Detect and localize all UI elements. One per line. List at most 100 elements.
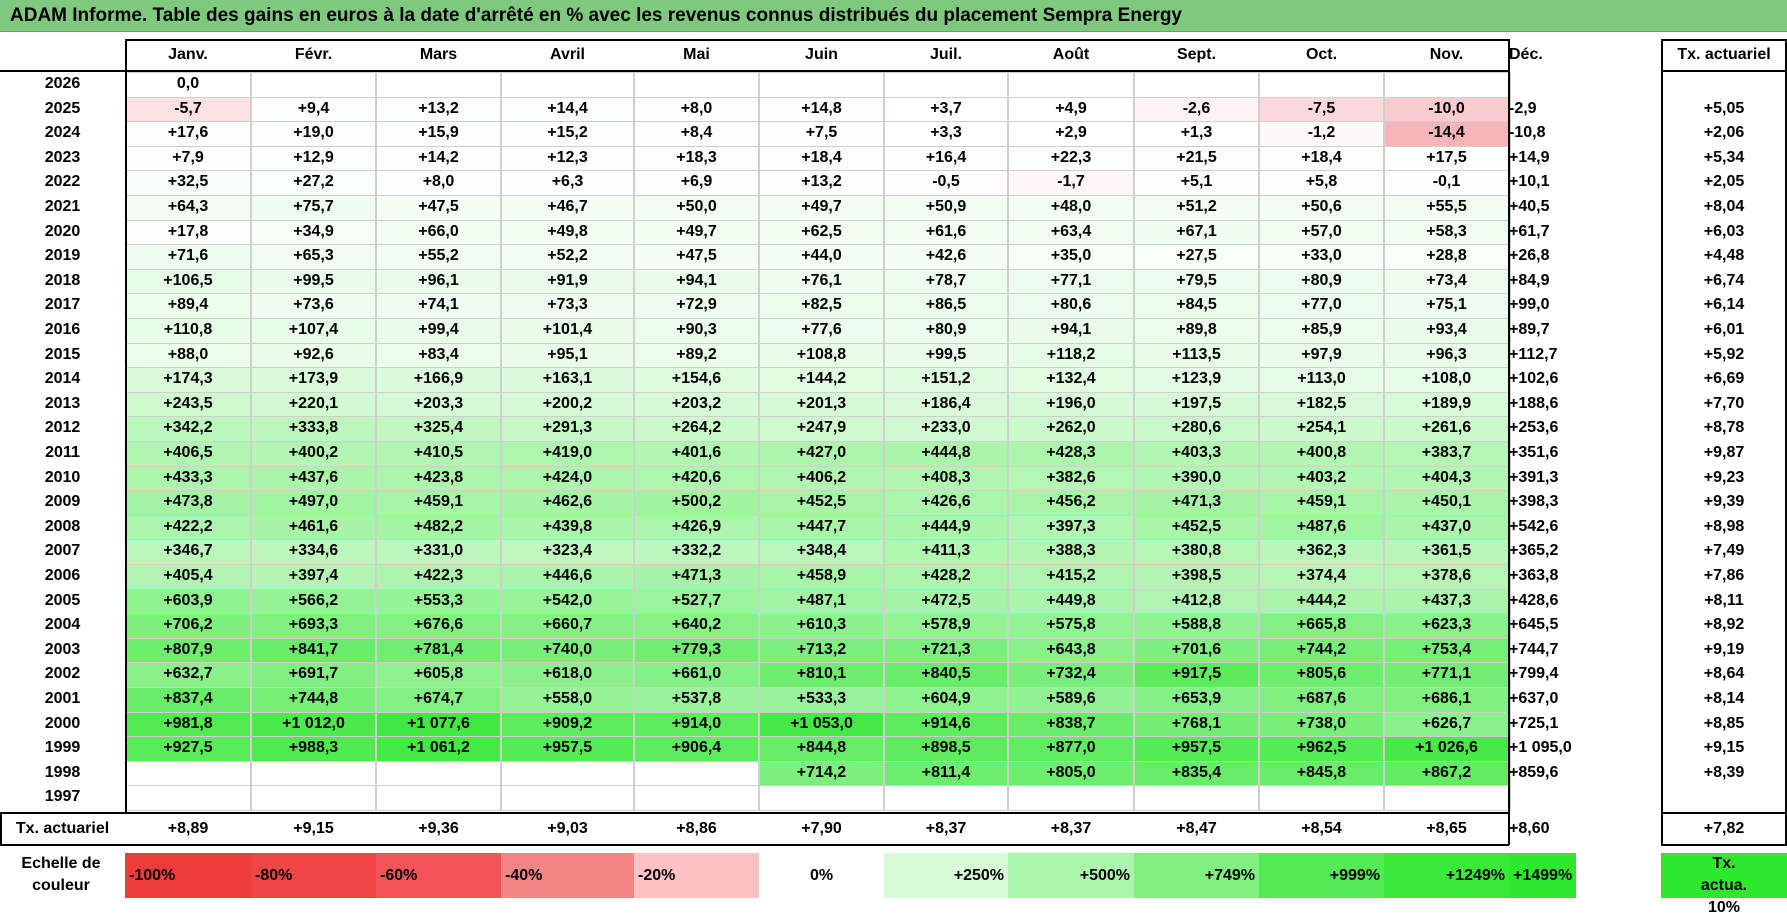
heat-cell — [376, 170, 501, 196]
year-label: 2010 — [44, 468, 81, 486]
cell-value: +610,3 — [796, 616, 847, 634]
cell-value: +383,7 — [1421, 444, 1472, 461]
table-border — [0, 812, 2, 844]
cell-value: +1 026,6 — [1415, 739, 1478, 757]
cell-value: +73,6 — [293, 296, 334, 314]
cell-value: +4,9 — [1055, 99, 1087, 117]
rate-value: +8,14 — [1703, 690, 1745, 707]
rate-value: +2,05 — [1703, 173, 1745, 191]
color-scale-label: Echelle de couleur — [0, 853, 122, 898]
cell-value: +22,3 — [1050, 148, 1092, 166]
cell-value — [634, 72, 759, 97]
cell-value: +661,0 — [671, 665, 722, 683]
color-scale-stop: -100% — [125, 853, 251, 898]
footer-value: +8,86 — [676, 820, 717, 837]
cell-value: +83,4 — [418, 345, 459, 363]
cell-value: +144,2 — [796, 370, 847, 388]
heat-cell — [884, 760, 1008, 787]
heat-cell — [884, 711, 1008, 738]
heat-cell — [376, 342, 501, 369]
cell-value: +34,9 — [293, 222, 334, 240]
heat-cell — [759, 760, 884, 787]
cell-value: +653,9 — [1171, 690, 1222, 707]
heat-cell — [501, 514, 634, 541]
heat-cell — [1384, 588, 1509, 615]
footer-value: +9,36 — [418, 820, 459, 837]
heat-cell — [251, 219, 376, 246]
cell-value: +841,7 — [288, 640, 339, 658]
cell-value: +487,1 — [796, 591, 847, 609]
cell-value: +537,8 — [671, 690, 722, 707]
cell-value: +27,5 — [1176, 247, 1217, 265]
year-label: 1999 — [44, 739, 81, 757]
rate-value: +9,23 — [1703, 468, 1745, 486]
rate-value: +5,05 — [1703, 99, 1745, 117]
heat-cell — [634, 441, 759, 467]
cell-value: +461,6 — [288, 517, 339, 535]
cell-value: +914,0 — [671, 714, 722, 732]
heat-cell — [1134, 637, 1259, 664]
cell-value: +660,7 — [542, 616, 593, 634]
heat-cell — [376, 465, 501, 492]
cell-value: +90,3 — [676, 321, 717, 338]
heat-cell — [1008, 121, 1134, 147]
cell-value: +740,0 — [542, 640, 593, 658]
heat-cell — [501, 441, 634, 467]
heat-cell — [1008, 564, 1134, 590]
cell-value: +107,4 — [288, 321, 339, 338]
column-header: Juil. — [929, 46, 962, 63]
year-label: 2017 — [44, 296, 81, 314]
cell-value: +605,8 — [413, 665, 464, 683]
heat-cell — [634, 736, 759, 762]
cell-value: +713,2 — [796, 640, 847, 658]
heat-cell — [251, 613, 376, 639]
cell-value — [1384, 785, 1509, 810]
heat-cell — [634, 465, 759, 492]
rate-value: +6,14 — [1703, 296, 1745, 314]
cell-value: +10,1 — [1509, 173, 1550, 191]
cell-value: +112,7 — [1509, 345, 1558, 363]
heat-cell — [634, 490, 759, 516]
cell-value: +988,3 — [288, 739, 339, 757]
column-header: Févr. — [294, 46, 333, 63]
footer-value: +8,60 — [1509, 820, 1550, 837]
cell-value: +86,5 — [925, 296, 967, 314]
cell-value: +108,8 — [796, 345, 847, 363]
cell-value: +909,2 — [542, 714, 593, 732]
heat-cell — [1134, 662, 1259, 688]
cell-value: +701,6 — [1171, 640, 1222, 658]
cell-value: +706,2 — [163, 616, 213, 634]
year-label: 2001 — [44, 690, 81, 707]
cell-value: +361,5 — [1421, 542, 1472, 560]
heat-cell — [501, 72, 634, 98]
cell-value: +447,7 — [796, 517, 847, 535]
cell-value — [1384, 72, 1509, 97]
cell-value: +408,3 — [921, 468, 971, 486]
heat-cell — [125, 564, 251, 590]
cell-value: +482,2 — [413, 517, 464, 535]
cell-value: +725,1 — [1509, 714, 1559, 732]
heat-cell — [251, 367, 376, 393]
rate-value: +8,04 — [1703, 198, 1745, 215]
cell-value: +102,6 — [1509, 370, 1559, 388]
cell-value: +243,5 — [163, 394, 213, 412]
table-border — [0, 812, 1509, 814]
heat-cell — [759, 564, 884, 590]
heat-cell — [1008, 342, 1134, 369]
heat-cell — [1259, 711, 1384, 738]
heat-cell — [125, 72, 251, 98]
cell-value: +962,5 — [1296, 739, 1347, 757]
cell-value — [376, 785, 501, 810]
heat-cell — [1259, 736, 1384, 762]
cell-value: +3,3 — [930, 124, 962, 142]
year-label: 2018 — [44, 271, 81, 289]
heat-cell — [1134, 121, 1259, 147]
year-label: 2016 — [44, 321, 81, 338]
column-header: Mai — [683, 46, 710, 63]
heat-cell — [634, 219, 759, 246]
heat-cell — [501, 588, 634, 615]
cell-value: +957,5 — [1171, 739, 1222, 757]
cell-value: +233,0 — [921, 419, 971, 437]
heat-cell — [1384, 96, 1509, 123]
cell-value: +291,3 — [542, 419, 593, 437]
